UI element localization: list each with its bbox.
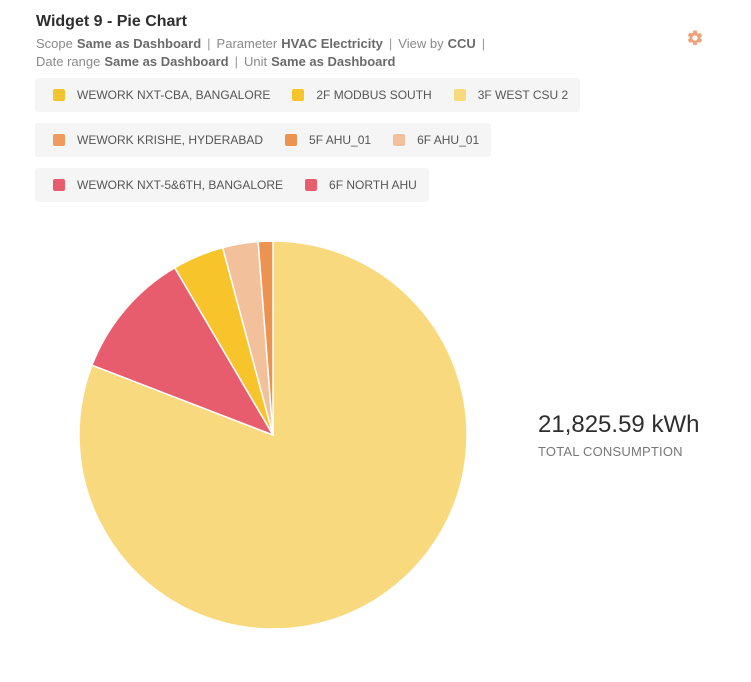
legend-item[interactable]: 6F AHU_01 [393, 133, 479, 147]
widget-meta-line-2: Date range Same as Dashboard | Unit Same as … [36, 53, 636, 70]
legend-item[interactable]: 3F WEST CSU 2 [453, 88, 569, 102]
legend-item[interactable]: WEWORK KRISHE, HYDERABAD [53, 133, 263, 147]
legend-group-hyderabad-krishe: WEWORK KRISHE, HYDERABAD 5F AHU_01 6F AH… [35, 123, 492, 157]
pie-slice-2[interactable] [91, 266, 275, 437]
legend-label: 2F MODBUS SOUTH [316, 88, 432, 102]
legend-label: WEWORK KRISHE, HYDERABAD [77, 133, 264, 147]
legend-group-bangalore-5-6th: WEWORK NXT-5&6TH, BANGALORE 6F NORTH AHU [35, 168, 429, 202]
separator: | [388, 36, 393, 51]
legend-swatch [53, 134, 65, 146]
total-consumption-value: 21,825.59 kWh [538, 411, 700, 438]
legend-item[interactable]: 5F AHU_01 [285, 133, 371, 147]
scope-value: Same as Dashboard [76, 36, 202, 51]
unit-label: Unit [244, 54, 268, 69]
legend-swatch [285, 134, 298, 146]
unit-value: Same as Dashboard [271, 54, 396, 69]
legend-label: 5F AHU_01 [309, 133, 372, 147]
pie-slice-5[interactable] [257, 240, 274, 436]
viewby-label: View by [398, 36, 444, 51]
gear-icon[interactable] [686, 29, 704, 47]
scope-label: Scope [36, 36, 73, 51]
legend-label: 6F AHU_01 [417, 133, 480, 147]
daterange-label: Date range [36, 54, 101, 69]
legend-item[interactable]: WEWORK NXT-5&6TH, BANGALORE [53, 178, 283, 192]
total-consumption-label: TOTAL CONSUMPTION [538, 444, 683, 459]
legend-group-bangalore-cba: WEWORK NXT-CBA, BANGALORE 2F MODBUS SOUT… [35, 78, 581, 112]
legend-swatch [393, 134, 406, 146]
total-summary: 21,825.59 kWh TOTAL CONSUMPTION [538, 410, 699, 459]
legend-item[interactable]: WEWORK NXT-CBA, BANGALORE [53, 88, 270, 102]
separator: | [234, 54, 238, 69]
legend-item[interactable]: 6F NORTH AHU [305, 178, 417, 192]
widget-title: Widget 9 - Pie Chart [36, 13, 187, 30]
legend-swatch [53, 179, 65, 191]
parameter-label: Parameter [216, 36, 278, 51]
legend-swatch [292, 89, 305, 101]
legend-label: 6F NORTH AHU [329, 178, 417, 192]
legend-label: WEWORK NXT-5&6TH, BANGALORE [77, 178, 284, 192]
pie-chart [78, 240, 468, 630]
parameter-value: HVAC Electricity [281, 36, 383, 51]
daterange-value: Same as Dashboard [104, 54, 229, 69]
separator: | [481, 36, 486, 51]
legend-swatch [305, 179, 318, 191]
legend-swatch [453, 89, 466, 101]
legend-item[interactable]: 2F MODBUS SOUTH [292, 88, 432, 102]
legend-label: 3F WEST CSU 2 [477, 88, 569, 102]
legend-label: WEWORK NXT-CBA, BANGALORE [77, 88, 271, 102]
widget-header: Widget 9 - Pie Chart Scope Same as Dashbo… [36, 12, 636, 70]
pie-slice-1[interactable] [78, 240, 468, 630]
viewby-value: CCU [447, 36, 476, 51]
separator: | [207, 36, 211, 51]
widget-meta-line-1: Scope Same as Dashboard | Parameter HVAC Ele… [36, 35, 636, 52]
legend-swatch [53, 89, 65, 101]
